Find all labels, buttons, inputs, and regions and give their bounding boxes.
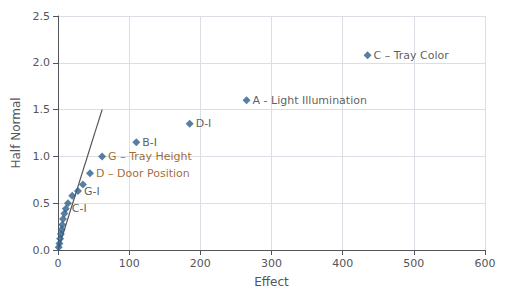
svg-text:0.5: 0.5 xyxy=(33,197,51,210)
svg-text:C-I: C-I xyxy=(72,202,87,215)
svg-text:2.5: 2.5 xyxy=(33,10,51,23)
svg-text:300: 300 xyxy=(261,257,282,270)
svg-text:2.0: 2.0 xyxy=(33,56,51,69)
svg-text:1.0: 1.0 xyxy=(33,150,51,163)
svg-text:B-I: B-I xyxy=(142,136,157,149)
svg-text:C – Tray Color: C – Tray Color xyxy=(374,49,450,62)
svg-text:600: 600 xyxy=(475,257,496,270)
svg-text:D – Door Position: D – Door Position xyxy=(96,167,190,180)
svg-text:Half Normal: Half Normal xyxy=(9,97,23,168)
svg-text:1.5: 1.5 xyxy=(33,103,51,116)
svg-text:500: 500 xyxy=(403,257,424,270)
svg-text:0: 0 xyxy=(55,257,62,270)
svg-text:0.0: 0.0 xyxy=(33,244,51,257)
svg-text:G – Tray Height: G – Tray Height xyxy=(108,150,192,163)
svg-text:400: 400 xyxy=(332,257,353,270)
svg-text:Effect: Effect xyxy=(254,275,289,289)
svg-text:G-I: G-I xyxy=(84,185,100,198)
svg-text:D-I: D-I xyxy=(196,117,212,130)
svg-text:200: 200 xyxy=(190,257,211,270)
svg-text:100: 100 xyxy=(119,257,140,270)
svg-text:A - Light Illumination: A - Light Illumination xyxy=(253,94,367,107)
